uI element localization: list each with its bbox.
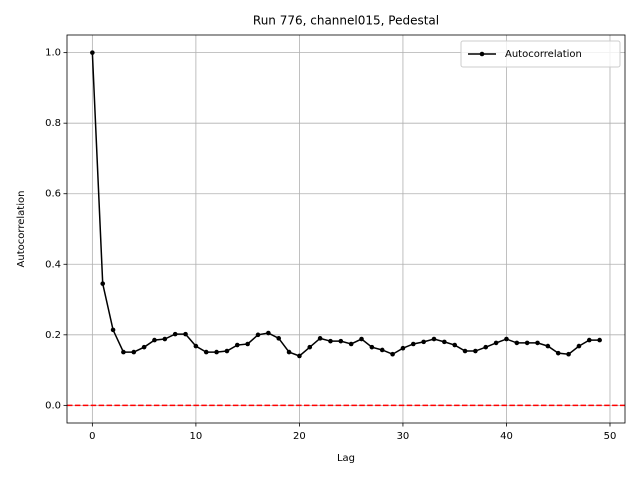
data-point [452, 342, 458, 348]
data-point [586, 337, 592, 343]
data-point [462, 348, 468, 354]
data-point [328, 338, 333, 344]
y-tick-label: 0.8 [45, 118, 61, 129]
legend-box [460, 40, 621, 68]
data-point [152, 337, 157, 343]
data-point [566, 351, 571, 357]
data-point [141, 344, 147, 350]
legend-label: Autocorrelation [505, 49, 582, 60]
data-point [214, 349, 219, 355]
x-tick-label: 0 [89, 431, 95, 442]
data-point [121, 349, 126, 355]
data-point [473, 348, 478, 354]
data-point [183, 331, 188, 337]
y-tick-label: 0.4 [45, 259, 61, 270]
data-point [317, 336, 323, 341]
data-point [255, 332, 261, 338]
plot-frame [66, 34, 626, 424]
data-point [100, 281, 106, 286]
data-point [203, 349, 209, 355]
data-point [307, 344, 313, 350]
data-point [410, 341, 416, 347]
y-tick-label: 0.0 [45, 400, 61, 411]
data-point [172, 331, 178, 337]
data-point [431, 336, 437, 342]
data-point [504, 336, 509, 342]
data-point [369, 344, 375, 350]
data-point [514, 340, 520, 346]
y-tick-label: 1.0 [45, 48, 61, 59]
data-point [545, 343, 551, 349]
data-point [390, 351, 395, 357]
data-point [245, 341, 250, 347]
data-point [359, 336, 364, 342]
data-point [597, 337, 602, 343]
data-point [576, 343, 582, 349]
data-point [286, 349, 292, 355]
x-tick-label: 50 [604, 431, 617, 442]
data-point [555, 350, 561, 356]
data-point [483, 344, 489, 350]
data-point [535, 340, 540, 346]
data-point [442, 339, 447, 345]
data-point [276, 336, 282, 341]
x-tick-label: 10 [190, 431, 203, 442]
data-point [193, 343, 199, 349]
data-point [400, 345, 406, 351]
chart-title: Run 776, channel015, Pedestal [253, 14, 439, 28]
y-tick-label: 0.2 [45, 330, 61, 341]
data-point [348, 341, 354, 347]
data-point [421, 339, 426, 345]
data-point [493, 340, 499, 346]
data-point [524, 340, 530, 346]
data-point [224, 348, 230, 354]
data-point [338, 338, 344, 344]
x-tick-label: 20 [293, 431, 306, 442]
data-point [110, 327, 116, 333]
x-tick-label: 30 [397, 431, 410, 442]
data-point [297, 353, 302, 359]
data-point [162, 336, 168, 342]
y-axis-label: Autocorrelation [16, 191, 27, 268]
legend-marker [479, 51, 485, 57]
x-tick-label: 40 [500, 431, 513, 442]
data-point [90, 50, 95, 55]
data-point [379, 347, 385, 353]
y-tick-label: 0.6 [45, 189, 61, 200]
x-axis-label: Lag [337, 453, 355, 464]
data-point [266, 330, 271, 336]
data-point [234, 342, 240, 348]
data-point [131, 349, 137, 355]
